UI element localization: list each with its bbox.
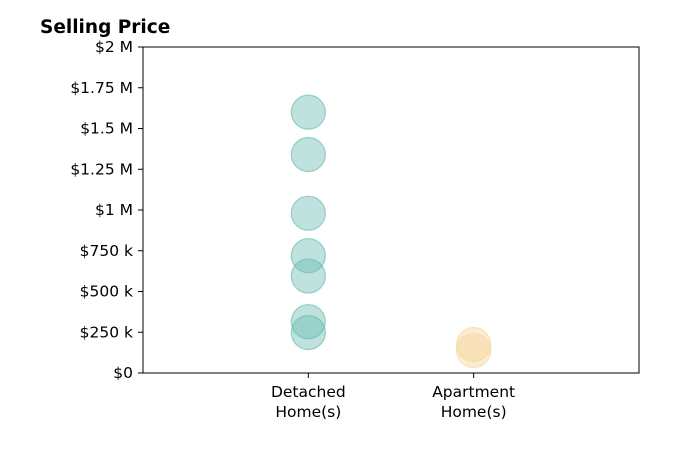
scatter-point xyxy=(290,94,326,130)
x-tick-label: Apartment Home(s) xyxy=(432,383,515,421)
y-tick-label: $1 M xyxy=(95,201,133,219)
scatter-point xyxy=(290,195,326,231)
scatter-point xyxy=(290,314,326,351)
y-tick-label: $750 k xyxy=(80,242,133,260)
scatter-point xyxy=(456,332,492,369)
x-axis: Detached Home(s) Apartment Home(s) xyxy=(271,373,515,421)
y-tick-label: $0 xyxy=(113,364,133,382)
x-tick-label: Detached Home(s) xyxy=(271,383,346,421)
scatter-point xyxy=(290,258,326,294)
scatter-point xyxy=(290,304,326,340)
y-tick-label: $250 k xyxy=(80,323,133,341)
scatter-point xyxy=(290,136,326,173)
y-tick-label: $500 k xyxy=(80,283,133,301)
plot-frame xyxy=(142,46,640,374)
scatter-point xyxy=(290,237,326,274)
y-axis: $0 $250 k $500 k $750 k $1 M $1.25 M $1.5 M $1.… xyxy=(70,38,143,382)
marks-layer xyxy=(290,94,492,369)
chart-title: Selling Price xyxy=(40,17,171,38)
y-tick-label: $2 M xyxy=(95,38,133,56)
y-tick-label: $1.5 M xyxy=(80,120,133,138)
y-tick-label: $1.75 M xyxy=(70,79,133,97)
y-tick-label: $1.25 M xyxy=(70,160,133,178)
